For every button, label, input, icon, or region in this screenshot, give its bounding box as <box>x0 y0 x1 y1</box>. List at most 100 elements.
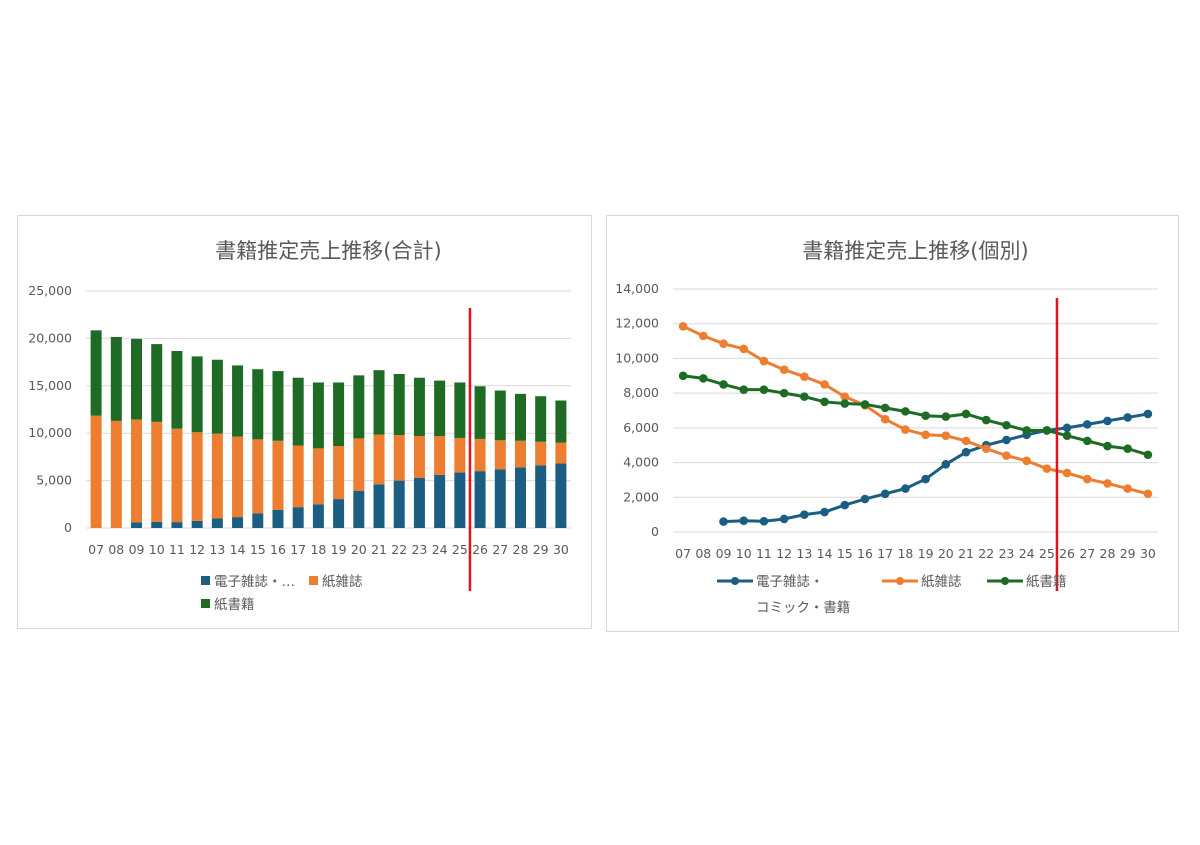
bar-segment <box>474 471 486 528</box>
bar-segment <box>272 440 284 510</box>
data-point <box>1082 436 1092 446</box>
data-point <box>1062 431 1072 440</box>
x-tick-label: 08 <box>108 542 124 557</box>
data-point <box>981 444 991 453</box>
bar-segment <box>232 365 244 437</box>
bar-segment <box>211 433 223 519</box>
x-tick-label: 20 <box>351 542 367 557</box>
data-point <box>1002 451 1011 460</box>
bar-segment <box>393 373 405 436</box>
x-tick-label: 25 <box>1039 546 1055 561</box>
data-point <box>739 385 749 394</box>
bar-segment <box>232 436 244 518</box>
y-tick-label: 0 <box>651 524 659 539</box>
bar-segment <box>494 390 506 441</box>
y-tick-label: 20,000 <box>28 330 72 345</box>
x-tick-label: 26 <box>472 542 488 557</box>
data-point <box>860 494 870 504</box>
data-point <box>1022 426 1031 435</box>
data-point <box>1022 456 1031 466</box>
bar-segment <box>252 439 264 514</box>
data-point <box>820 507 829 517</box>
data-point <box>1103 441 1112 451</box>
data-point <box>1082 474 1092 484</box>
bar-segment <box>191 356 203 433</box>
x-tick-label: 22 <box>978 546 994 561</box>
legend-label: コミック・書籍 <box>756 599 850 616</box>
y-tick-label: 2,000 <box>623 489 659 504</box>
x-tick-label: 21 <box>958 546 974 561</box>
bar-segment <box>110 336 122 421</box>
data-point <box>719 517 728 526</box>
data-point <box>961 436 971 446</box>
legend-label: 紙書籍 <box>214 596 255 613</box>
x-tick-label: 11 <box>169 542 185 557</box>
bar-segment <box>191 432 203 521</box>
data-point <box>1082 420 1092 429</box>
y-tick-label: 12,000 <box>615 316 659 331</box>
stacked-bar-chart-panel: 書籍推定売上推移(合計) 0 5,000 10,000 15,000 20,000 25,0… <box>17 215 592 629</box>
y-tick-label: 10,000 <box>615 350 659 365</box>
data-point <box>901 484 910 493</box>
data-point <box>840 399 850 408</box>
data-point <box>1062 468 1072 478</box>
x-tick-label: 09 <box>129 542 145 557</box>
bar-segment <box>555 463 567 528</box>
x-tick-label: 20 <box>938 546 954 561</box>
bar-segment <box>353 375 365 439</box>
x-tick-label: 13 <box>796 546 812 561</box>
bar-segment <box>333 499 345 528</box>
bar-segment <box>252 513 264 528</box>
bar-segment <box>171 522 183 528</box>
x-tick-label: 17 <box>877 546 893 561</box>
x-tick-label: 22 <box>391 542 407 557</box>
bar-segment <box>272 371 284 441</box>
bar-segment <box>555 400 567 443</box>
data-point <box>739 344 749 354</box>
x-tick-label: 10 <box>736 546 752 561</box>
bar-segment <box>454 437 466 473</box>
data-point <box>779 514 789 524</box>
bar-segment <box>151 521 163 528</box>
series-line <box>682 374 1149 457</box>
bar-segment <box>292 377 304 446</box>
bar-segment <box>110 420 122 528</box>
bar-segment <box>413 377 425 437</box>
data-point <box>1062 423 1072 433</box>
chart-title: 書籍推定売上推移(合計) <box>215 239 441 263</box>
data-point <box>901 425 910 434</box>
data-point <box>699 374 708 383</box>
bar-segment <box>292 507 304 528</box>
y-tick-label: 14,000 <box>615 281 659 296</box>
bar-segment <box>434 474 446 528</box>
data-point <box>1123 484 1132 493</box>
legend-label: 紙雑誌 <box>921 574 962 590</box>
x-tick-label: 23 <box>411 542 427 557</box>
bar-segment <box>393 480 405 528</box>
bar-segment <box>555 442 567 464</box>
data-point <box>1123 444 1132 453</box>
data-point <box>820 380 829 389</box>
legend-swatch <box>201 599 210 608</box>
bar-segment <box>292 445 304 508</box>
x-tick-label: 18 <box>310 542 326 557</box>
x-tick-label: 24 <box>1019 546 1035 561</box>
data-point <box>961 447 971 457</box>
y-tick-label: 25,000 <box>28 283 72 298</box>
x-tick-label: 21 <box>371 542 387 557</box>
data-point <box>921 430 930 440</box>
data-point <box>880 414 890 424</box>
y-tick-label: 6,000 <box>623 420 659 435</box>
x-tick-label: 09 <box>716 546 732 561</box>
data-point <box>921 474 930 484</box>
data-point <box>820 397 829 407</box>
bar-segment <box>514 467 526 528</box>
data-point <box>840 392 850 401</box>
x-tick-label: 23 <box>998 546 1014 561</box>
data-point <box>981 415 991 425</box>
legend-swatch <box>201 576 210 585</box>
bar-segment <box>514 440 526 468</box>
bar-segment <box>333 445 345 500</box>
data-point <box>759 516 769 526</box>
bar-segment <box>131 419 143 523</box>
